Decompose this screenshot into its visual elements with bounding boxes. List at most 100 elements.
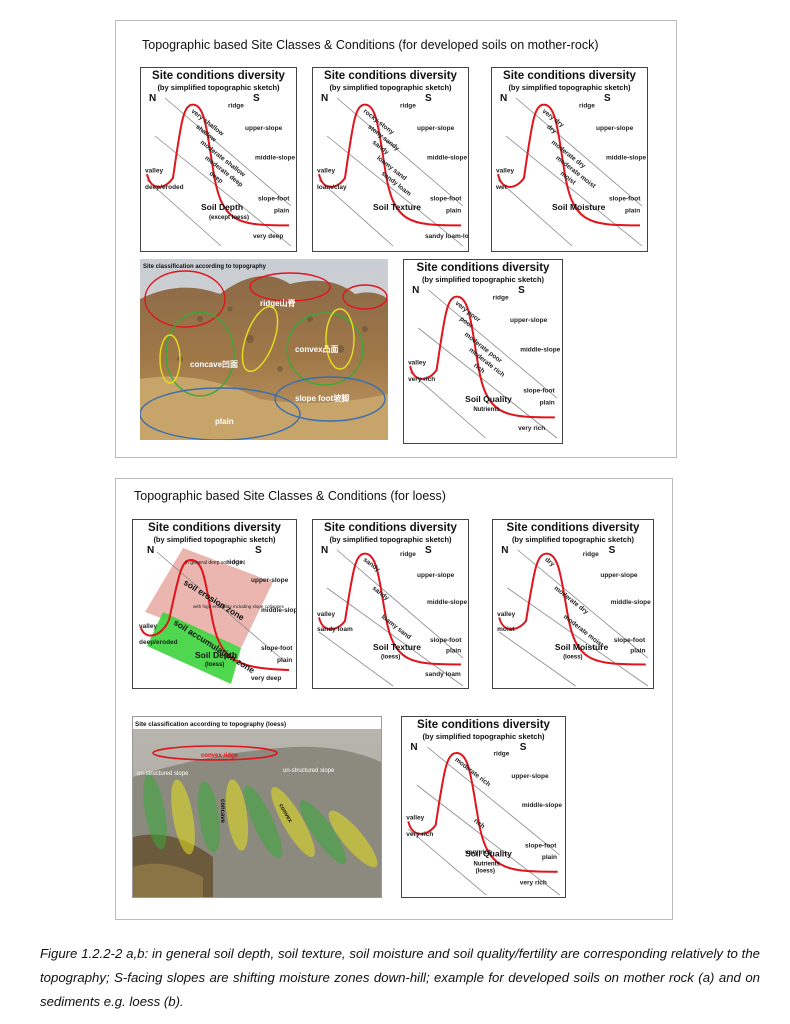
plain-label: plain xyxy=(446,648,461,655)
card-caption: Soil Moisture xyxy=(555,642,609,652)
plain-label: plain xyxy=(446,208,461,215)
middle-slope-label: middle-slope xyxy=(255,155,295,162)
plain-value-label: very deep xyxy=(251,675,281,682)
figure-number: Figure 1.2.2-2 a,b: xyxy=(40,946,149,961)
slope-condition-label: dry xyxy=(543,556,556,568)
zone-divider-line xyxy=(498,631,576,687)
convex-ellipse xyxy=(328,810,378,868)
north-label: N xyxy=(501,545,508,556)
card-caption: Soil Depth xyxy=(195,650,237,660)
card-caption-sub: (loess) xyxy=(476,869,495,875)
slope-foot-label: slope-foot xyxy=(258,196,290,203)
valley-value-label: loam/clay xyxy=(317,184,347,191)
zone-divider-line xyxy=(146,179,222,247)
north-label: N xyxy=(321,93,328,104)
valley-value-label: deep/eroded xyxy=(145,184,184,191)
zone-divider-line xyxy=(318,179,394,247)
zone-divider-line xyxy=(326,587,464,687)
ridge-ellipse xyxy=(144,270,226,328)
ridge-label: ridge xyxy=(583,551,599,558)
south-label: S xyxy=(520,742,527,753)
middle-slope-label: middle-slope xyxy=(522,802,562,809)
plain-label: plain xyxy=(542,854,557,861)
card-loess-soil-quality: Site conditions diversity (by simplified … xyxy=(401,716,566,898)
south-label: S xyxy=(255,545,262,556)
north-label: N xyxy=(321,545,328,556)
valley-label: valley xyxy=(406,815,424,822)
slope-foot-label: slope-foot xyxy=(609,196,641,203)
panel-b: Topographic based Site Classes & Conditi… xyxy=(115,478,673,920)
north-label: N xyxy=(412,285,419,296)
figure-caption: Figure 1.2.2-2 a,b: in general soil dept… xyxy=(40,942,760,1014)
zone-divider-line xyxy=(154,135,292,247)
ridge-label: ridge xyxy=(493,294,509,301)
valley-label: valley xyxy=(496,167,514,174)
card-caption-sub: Nutrients xyxy=(474,862,501,868)
plain-value-label: sandy loam-loam xyxy=(425,233,468,240)
slope-foot-ellipse xyxy=(274,376,386,422)
zone-divider-line xyxy=(426,746,560,856)
photo-site-classification: Site classification according to topogra… xyxy=(140,259,388,440)
south-label: S xyxy=(518,285,525,296)
upper-slope-label: upper-slope xyxy=(511,773,549,780)
photo-a-concave-label: concave凹面 xyxy=(190,360,238,369)
valley-value-label: wet xyxy=(495,184,508,191)
middle-slope-label: middle-slope xyxy=(520,347,560,354)
card-title: Site conditions diversity xyxy=(152,70,285,82)
card-soil-texture: Site conditions diversity (by simplified … xyxy=(312,67,469,252)
slope-foot-label: slope-foot xyxy=(614,637,646,644)
photo-b-title: Site classification according to topogra… xyxy=(135,721,286,728)
middle-slope-label: middle-slope xyxy=(261,607,296,614)
valley-label: valley xyxy=(139,623,157,630)
topography-curve xyxy=(318,552,462,666)
card-soil-quality: Site conditions diversity (by simplified … xyxy=(403,259,563,444)
convex-ellipse xyxy=(325,308,355,370)
plain-label: plain xyxy=(630,648,645,655)
panel-a-title: Topographic based Site Classes & Conditi… xyxy=(142,38,599,52)
card-loess-soil-texture: Site conditions diversity (by simplified … xyxy=(312,519,469,689)
plain-value-label: sandy loam xyxy=(425,671,461,678)
south-label: S xyxy=(425,545,432,556)
photo-b-unstructured-label: un-structured slope xyxy=(137,771,189,777)
upper-slope-label: upper-slope xyxy=(600,572,638,579)
concave-ellipse xyxy=(143,774,167,850)
concave-ellipse xyxy=(165,311,235,397)
card-loess-soil-moisture: Site conditions diversity (by simplified … xyxy=(492,519,654,689)
concave-ellipse xyxy=(243,785,283,859)
plain-label: plain xyxy=(625,208,640,215)
card-caption: Soil Quality xyxy=(465,394,512,404)
topography-curve xyxy=(146,103,290,227)
zone-divider-line xyxy=(515,97,643,207)
card-title: Site conditions diversity xyxy=(417,719,550,731)
card-caption-sub: Nutrients xyxy=(473,407,500,413)
zone-divider-line xyxy=(336,97,464,207)
card-caption: Soil Quality xyxy=(465,849,512,859)
ridge-label: ridge xyxy=(579,102,595,109)
upper-slope-label: upper-slope xyxy=(510,317,548,324)
ridge-ellipse xyxy=(249,272,331,302)
zone-divider-line xyxy=(336,549,464,659)
zone-divider-line xyxy=(164,97,292,207)
south-label: S xyxy=(604,93,611,104)
photo-b-ridge-label: convex ridge xyxy=(201,753,239,759)
card-caption: Soil Texture xyxy=(373,642,421,652)
erosion-note: in general deep soils (>1m) xyxy=(185,560,246,566)
topography-curve xyxy=(140,558,290,671)
plain-label: plain xyxy=(540,400,555,407)
north-label: N xyxy=(410,742,417,753)
card-subtitle: (by simplified topographic sketch) xyxy=(508,83,631,92)
valley-label: valley xyxy=(497,611,515,618)
topography-curve xyxy=(498,552,646,666)
card-subtitle: (by simplified topographic sketch) xyxy=(511,535,635,544)
plain-value-label: very rich xyxy=(520,879,547,886)
card-subtitle: (by simplified topographic sketch) xyxy=(153,535,276,544)
ridge-label: ridge xyxy=(227,559,243,566)
card-caption: Soil Depth xyxy=(201,202,243,212)
photo-b-concave-label: concave xyxy=(219,799,225,824)
valley-value-label: sandy loam xyxy=(317,626,353,633)
south-label: S xyxy=(425,93,432,104)
card-title: Site conditions diversity xyxy=(148,522,281,534)
concave-ellipse xyxy=(241,305,279,373)
upper-slope-label: upper-slope xyxy=(596,125,634,132)
slope-foot-label: slope-foot xyxy=(261,645,293,652)
